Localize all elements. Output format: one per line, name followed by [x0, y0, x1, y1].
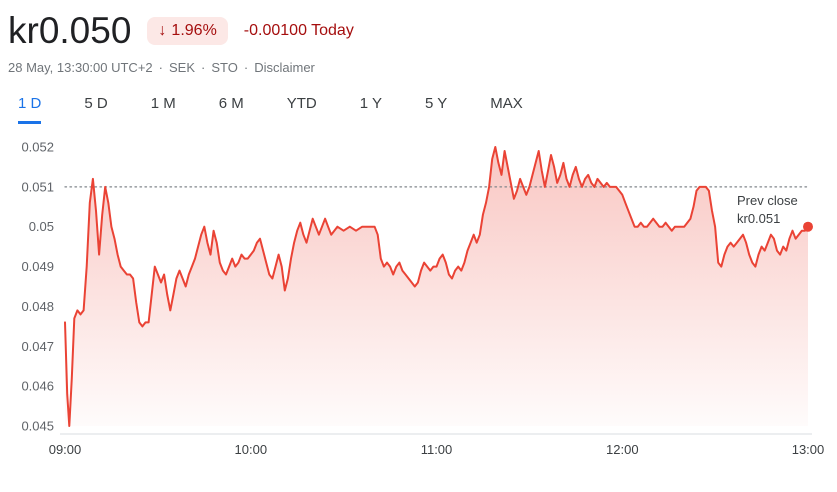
price-chart[interactable]: 0.052 0.051 0.05 0.049 0.048 0.047 0.046 0.045 0… [0, 124, 837, 484]
y-axis-label: 0.047 [21, 339, 54, 354]
separator-dot: · [243, 60, 249, 75]
x-axis-label: 13:00 [792, 442, 825, 457]
y-axis-label: 0.052 [21, 140, 54, 155]
x-axis-label: 09:00 [49, 442, 82, 457]
price-line [64, 146, 809, 427]
tab-ytd[interactable]: YTD [286, 95, 317, 112]
y-axis-label: 0.046 [21, 379, 54, 394]
meta-line: 28 May, 13:30:00 UTC+2 · SEK · STO · Dis… [0, 49, 837, 75]
separator-dot: · [201, 60, 206, 75]
change-percent-badge: ↓ 1.96% [147, 16, 228, 45]
last-price-dot [803, 221, 813, 232]
range-tabs: 1 D 5 D 1 M 6 M YTD 1 Y 5 Y MAX [0, 75, 837, 124]
down-arrow-icon: ↓ [158, 21, 167, 39]
x-axis-label: 10:00 [235, 442, 268, 457]
separator-dot: · [158, 60, 163, 75]
timestamp: 28 May, 13:30:00 UTC+2 [8, 60, 153, 75]
y-axis-label: 0.05 [29, 219, 54, 234]
prev-close-label: Prev close [737, 193, 798, 208]
tab-5y[interactable]: 5 Y [424, 95, 448, 112]
exchange-label: STO [211, 60, 238, 75]
y-axis-label: 0.048 [21, 299, 54, 314]
tab-1d[interactable]: 1 D [18, 95, 42, 124]
currency-label: SEK [169, 60, 196, 75]
current-price: kr0.050 [8, 10, 132, 51]
tab-1y[interactable]: 1 Y [359, 95, 382, 112]
tab-6m[interactable]: 6 M [218, 95, 244, 112]
area-fill [65, 147, 808, 426]
tab-1m[interactable]: 1 M [150, 95, 176, 112]
change-percent: 1.96% [171, 21, 217, 39]
tab-max[interactable]: MAX [490, 95, 523, 112]
price-header: kr0.050 ↓ 1.96% -0.00100 Today [0, 0, 837, 49]
y-axis-label: 0.049 [21, 259, 54, 274]
y-axis-label: 0.051 [21, 179, 54, 194]
prev-close-value: kr0.051 [737, 211, 780, 226]
disclaimer-link[interactable]: Disclaimer [254, 60, 315, 75]
change-absolute: -0.00100 Today [243, 21, 354, 39]
tab-5d[interactable]: 5 D [84, 95, 108, 112]
x-axis-label: 12:00 [606, 442, 639, 457]
x-axis-label: 11:00 [421, 442, 453, 457]
y-axis-label: 0.045 [21, 419, 54, 434]
